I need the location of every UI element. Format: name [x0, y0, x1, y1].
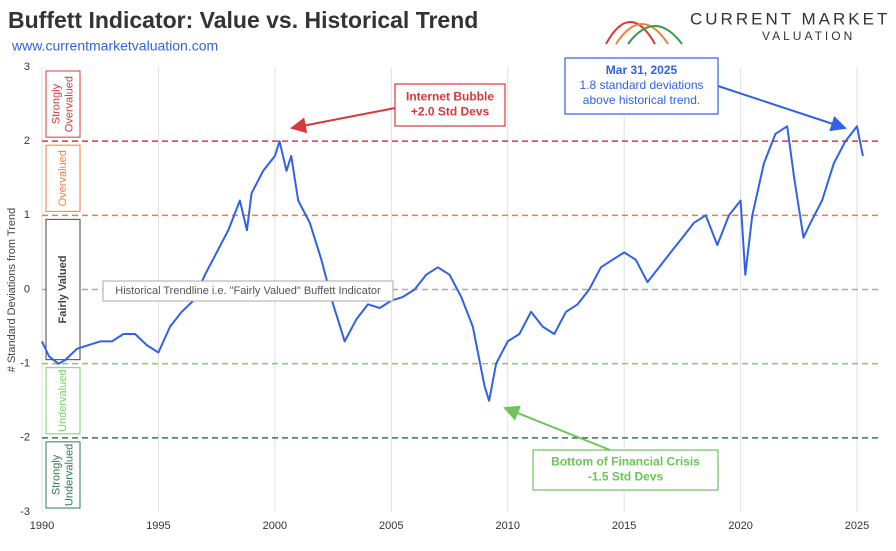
y-tick-label: 3: [24, 61, 30, 73]
trend-label: Historical Trendline i.e. "Fairly Valued…: [115, 285, 381, 297]
zone-label-line: Strongly: [50, 83, 62, 124]
zone-label: Undervalued: [57, 370, 69, 432]
zone-label-line: Undervalued: [63, 444, 75, 506]
annotation-text: Internet Bubble: [406, 90, 494, 104]
y-tick-label: -1: [20, 358, 30, 370]
x-tick-label: 2005: [379, 520, 403, 532]
y-tick-label: 0: [24, 283, 30, 295]
zone-box: [45, 70, 81, 138]
y-axis-label: # Standard Deviations from Trend: [6, 208, 18, 372]
annotation-box: [564, 57, 719, 115]
annotation-text: -1.5 Std Devs: [588, 470, 664, 484]
zone-label-line: Overvalued: [57, 150, 69, 206]
annotation-text: Mar 31, 2025: [606, 63, 678, 77]
data-line: [41, 125, 864, 402]
annotation-arrow: [503, 405, 611, 451]
x-tick-label: 2000: [263, 520, 287, 532]
trend-label-box: [102, 280, 394, 302]
annotation-text: Bottom of Financial Crisis: [551, 455, 700, 469]
x-tick-label: 2020: [728, 520, 752, 532]
brand-name: CURRENT MARKET: [690, 9, 890, 28]
subtitle: www.currentmarketvaluation.com: [11, 38, 218, 54]
annotation-text: above historical trend.: [583, 93, 700, 107]
x-tick-label: 2015: [612, 520, 636, 532]
zone-box: [45, 218, 81, 361]
logo: CURRENT MARKET VALUATION: [605, 9, 890, 45]
annotation-box: [394, 83, 506, 127]
zone-label-line: Undervalued: [57, 370, 69, 432]
x-tick-label: 1995: [146, 520, 170, 532]
zone-label-line: Strongly: [50, 454, 62, 495]
annotation-arrow: [717, 85, 847, 132]
annotation-box: [532, 449, 719, 491]
zone-box: [45, 144, 81, 212]
y-tick-label: -3: [20, 506, 30, 518]
chart-title: Buffett Indicator: Value vs. Historical …: [8, 7, 478, 33]
y-tick-label: -2: [20, 432, 30, 444]
zone-label-line: Fairly Valued: [57, 256, 69, 324]
zone-label: StronglyUndervalued: [50, 444, 75, 506]
zone-label-line: Overvalued: [63, 76, 75, 132]
annotation-text: +2.0 Std Devs: [411, 105, 490, 119]
zone-label: Fairly Valued: [57, 256, 69, 324]
y-tick-label: 2: [24, 135, 30, 147]
zone-box: [45, 367, 81, 435]
x-tick-label: 2025: [845, 520, 869, 532]
zone-box: [45, 441, 81, 509]
annotation-arrow: [290, 107, 396, 134]
y-tick-label: 1: [24, 209, 30, 221]
zone-label: StronglyOvervalued: [50, 76, 75, 132]
zone-label: Overvalued: [57, 150, 69, 206]
brand-name: VALUATION: [762, 29, 855, 43]
x-tick-label: 2010: [495, 520, 519, 532]
x-tick-label: 1990: [30, 520, 54, 532]
annotation-text: 1.8 standard deviations: [579, 78, 703, 92]
